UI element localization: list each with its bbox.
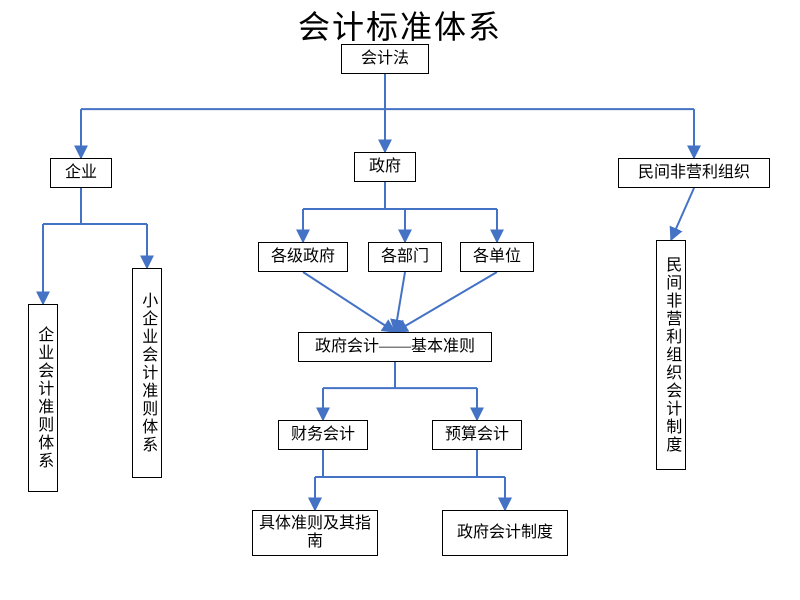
node-gov_lvl: 各级政府 bbox=[258, 242, 348, 272]
node-ent_std: 企业会计准则体系 bbox=[28, 304, 58, 492]
node-gov_sys: 政府会计制度 bbox=[442, 510, 568, 556]
node-root: 会计法 bbox=[341, 44, 429, 74]
node-budg_acc: 预算会计 bbox=[432, 420, 522, 450]
node-fin_acc: 财务会计 bbox=[278, 420, 368, 450]
diagram-title: 会计标准体系 bbox=[0, 2, 800, 48]
node-gov_unit: 各单位 bbox=[460, 242, 534, 272]
node-gov_dept: 各部门 bbox=[368, 242, 442, 272]
node-enterprise: 企业 bbox=[50, 158, 112, 188]
node-guide: 具体准则及其指南 bbox=[252, 510, 378, 556]
node-gov_basic: 政府会计——基本准则 bbox=[298, 332, 492, 362]
node-sme_std: 小企业会计准则体系 bbox=[132, 268, 162, 478]
node-gov: 政府 bbox=[354, 152, 416, 182]
node-npo: 民间非营利组织 bbox=[618, 158, 770, 188]
node-npo_sys: 民间非营利组织会计制度 bbox=[656, 240, 686, 470]
